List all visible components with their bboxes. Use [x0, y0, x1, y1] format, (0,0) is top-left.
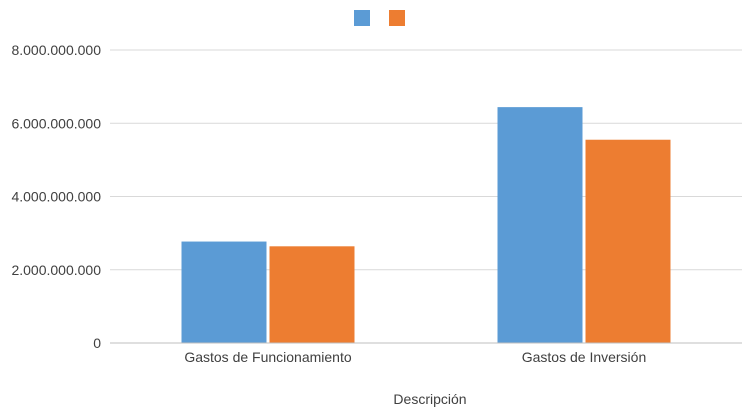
x-category-label: Gastos de Funcionamiento [184, 349, 352, 365]
y-tick-label: 4.000.000.000 [11, 189, 101, 205]
y-axis-tick-labels: 0 2.000.000.000 4.000.000.000 6.000.000.000… [11, 42, 101, 351]
x-category-label: Gastos de Inversión [522, 349, 647, 365]
bars [181, 107, 671, 343]
x-axis-category-labels: Gastos de Funcionamiento Gastos de Invers… [184, 349, 646, 365]
legend-swatch-series-2 [389, 10, 405, 26]
bar-series-2-1 [269, 246, 355, 343]
bar-series-1-2 [497, 107, 583, 343]
y-tick-label: 6.000.000.000 [11, 115, 101, 131]
legend-swatch-series-1 [354, 10, 370, 26]
bar-series-1-1 [181, 241, 267, 343]
x-axis-title: Descripción [393, 391, 466, 407]
y-tick-label: 8.000.000.000 [11, 42, 101, 58]
y-tick-label: 0 [93, 335, 101, 351]
y-tick-label: 2.000.000.000 [11, 262, 101, 278]
legend [354, 10, 405, 26]
bar-series-2-2 [585, 139, 671, 343]
